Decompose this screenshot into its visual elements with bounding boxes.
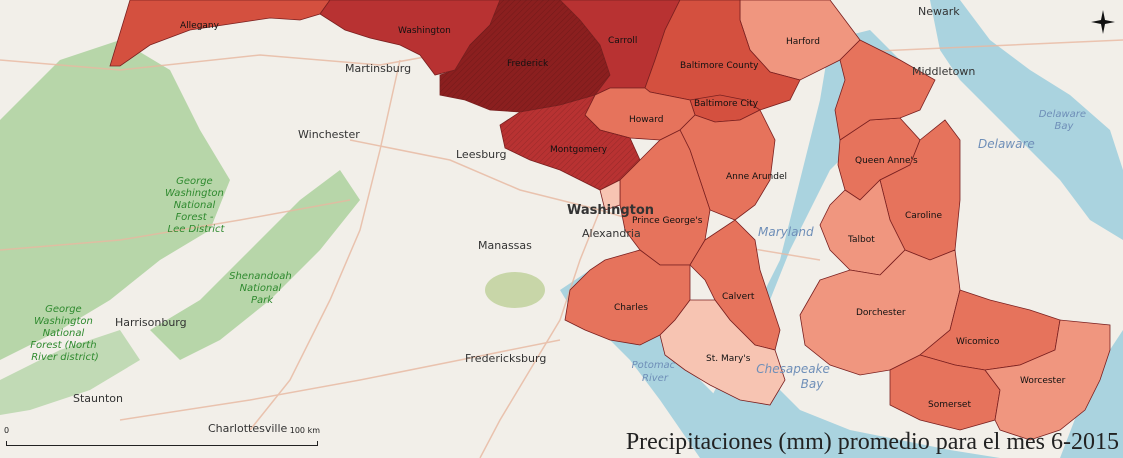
scale-zero-label: 0 [4,426,10,435]
forest-area [485,272,545,308]
scale-max-label: 100 km [289,426,320,435]
map-caption: Precipitaciones (mm) promedio para el me… [625,429,1119,455]
label-prince-georges: Prince George's [632,216,703,226]
label-delaware-state: Delaware [978,137,1035,151]
label-talbot: Talbot [847,235,875,245]
county-texture [440,0,610,112]
water-labels: Delaware Bay Chesapeake Bay Potomac Rive… [632,109,1090,391]
label-allegany: Allegany [180,21,220,31]
place-alexandria: Alexandria [582,227,641,240]
scale-line [6,441,318,446]
label-baltimore-county: Baltimore County [680,61,759,71]
county-labels: Allegany Washington Frederick Carroll Ha… [180,21,1066,410]
place-newark: Newark [918,5,960,18]
forest-area [150,170,360,360]
place-middletown: Middletown [912,65,975,78]
label-potomac-river: Potomac River [632,360,679,384]
county-texture [500,95,640,190]
place-harrisonburg: Harrisonburg [115,316,187,329]
county-kent [834,39,936,141]
place-martinsburg: Martinsburg [345,62,411,75]
label-caroline: Caroline [905,211,943,221]
county-charles[interactable] [564,249,691,346]
label-montgomery: Montgomery [550,145,608,155]
label-frederick: Frederick [507,59,549,69]
place-labels: Newark Martinsburg Middletown Winchester… [73,5,975,435]
label-maryland: Maryland [758,225,814,239]
forest-labels: George Washington National Forest - Lee … [30,176,295,363]
label-harford: Harford [786,37,820,47]
label-wicomico: Wicomico [956,337,1000,347]
label-chesapeake-bay: Chesapeake Bay [756,362,834,391]
place-manassas: Manassas [478,239,532,252]
label-dorchester: Dorchester [856,308,906,318]
label-anne-arundel: Anne Arundel [726,172,787,182]
forest-area [0,330,140,415]
north-arrow-icon [1091,10,1115,34]
label-somerset: Somerset [928,400,971,410]
label-washington: Washington [398,26,451,36]
forest-area [0,40,230,360]
label-baltimore-city: Baltimore City [694,99,759,109]
label-gw-forest-lee: George Washington National Forest - Lee … [165,176,227,235]
label-calvert: Calvert [722,292,755,302]
label-worcester: Worcester [1020,376,1066,386]
label-shenandoah-park: Shenandoah National Park [229,271,295,306]
scale-bar: 0 100 km [4,426,320,446]
label-charles: Charles [614,303,648,313]
county-worcester[interactable] [984,319,1111,441]
label-howard: Howard [629,115,663,125]
place-charlottesville: Charlottesville [208,422,288,435]
label-queen-annes: Queen Anne's [855,156,918,166]
place-winchester: Winchester [298,128,360,141]
label-carroll: Carroll [608,36,637,46]
place-leesburg: Leesburg [456,148,506,161]
label-delaware-bay: Delaware Bay [1039,109,1090,132]
place-staunton: Staunton [73,392,123,405]
delaware-bay [930,0,1123,240]
label-gw-forest-north-river: George Washington National Forest (North… [30,304,100,363]
label-st-marys: St. Mary's [706,354,751,364]
place-washington: Washington [567,203,654,218]
place-fredericksburg: Fredericksburg [465,352,546,365]
county-allegany[interactable] [109,0,331,67]
county-st-marys[interactable] [659,299,786,406]
